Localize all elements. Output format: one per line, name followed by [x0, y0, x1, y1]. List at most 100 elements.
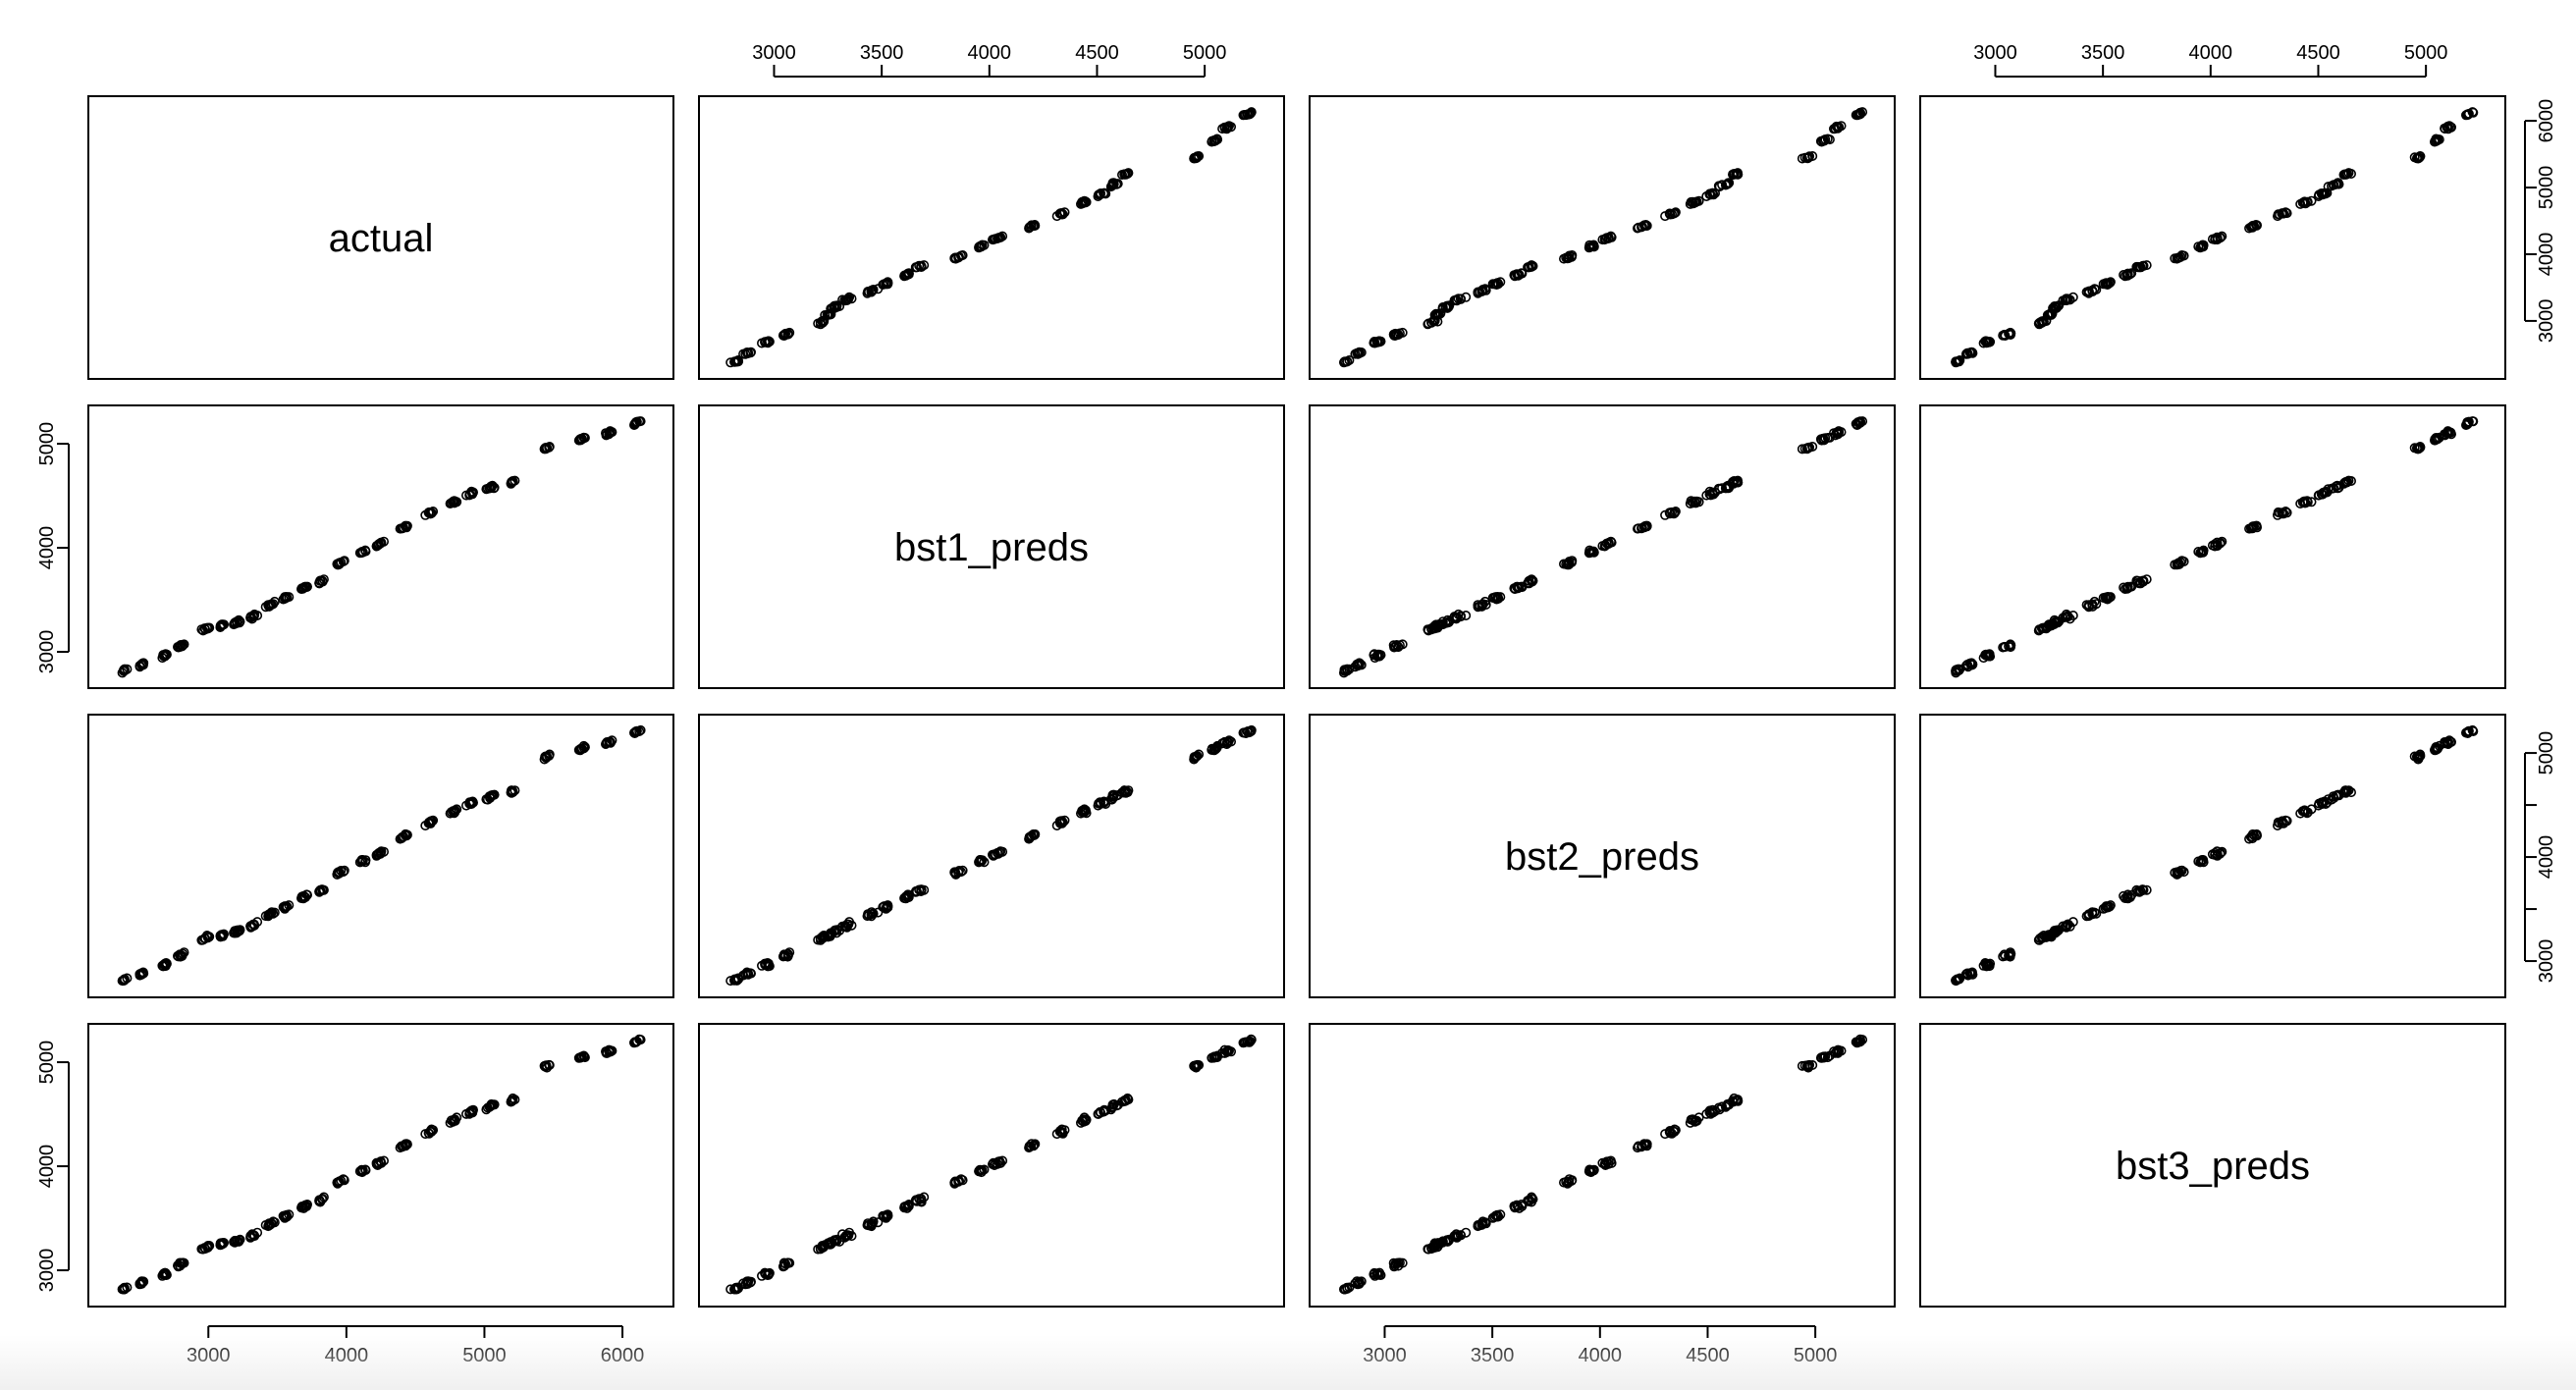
data-point — [1117, 787, 1128, 798]
data-point — [138, 968, 149, 979]
data-point — [843, 1230, 854, 1241]
data-point — [630, 1037, 641, 1047]
data-point — [782, 328, 793, 339]
data-point — [278, 901, 289, 912]
data-point — [2060, 922, 2070, 933]
data-point — [1219, 1044, 1230, 1055]
panel-frame — [1919, 1023, 2506, 1308]
data-point — [1026, 1139, 1037, 1149]
data-point — [284, 900, 295, 911]
data-point — [988, 1157, 998, 1168]
data-point — [1853, 417, 1864, 428]
data-point — [994, 1156, 1005, 1167]
data-point — [2317, 189, 2328, 200]
data-point — [1426, 317, 1437, 328]
data-point — [1733, 169, 1744, 180]
data-point — [2467, 107, 2478, 118]
data-point — [725, 1284, 736, 1295]
data-point — [2322, 187, 2333, 198]
right-axis-row-2: 3000 4000 5000 — [2524, 731, 2557, 983]
data-point — [1374, 651, 1385, 662]
data-point — [1476, 1219, 1487, 1230]
data-point — [338, 1174, 349, 1185]
data-point — [1107, 178, 1118, 188]
data-point — [2446, 429, 2457, 440]
data-point — [119, 1284, 130, 1295]
data-point — [1374, 1267, 1385, 1278]
data-point — [782, 1257, 793, 1268]
data-point — [1966, 968, 1977, 979]
data-point — [1527, 260, 1537, 271]
data-point — [318, 1192, 329, 1203]
tick-label: 6000 — [2536, 99, 2557, 143]
panel-frame — [1919, 404, 2506, 689]
data-point — [2302, 496, 2313, 507]
data-point — [1210, 744, 1221, 755]
data-point — [506, 787, 516, 798]
data-point — [1117, 1096, 1128, 1107]
data-point — [448, 497, 458, 508]
data-point — [1456, 294, 1467, 304]
data-point — [488, 483, 499, 494]
data-point — [2328, 483, 2338, 494]
data-point — [953, 1175, 964, 1186]
data-point — [245, 922, 256, 933]
data-point — [1210, 135, 1221, 146]
data-point — [1690, 197, 1700, 208]
data-point — [1585, 547, 1596, 558]
data-point — [232, 616, 242, 627]
data-point — [1437, 1237, 1448, 1248]
data-point — [1669, 1126, 1680, 1137]
data-point — [467, 797, 478, 808]
panel-actual-vs-bst1_preds — [698, 95, 1285, 380]
tick-label: 4000 — [2536, 233, 2557, 277]
data-point — [229, 1237, 240, 1248]
data-point — [919, 260, 930, 271]
panel-bst3_preds-vs-actual — [87, 1023, 674, 1308]
data-point — [1078, 197, 1089, 208]
data-point — [2446, 122, 2457, 133]
data-point — [763, 958, 774, 969]
data-point — [1055, 208, 1066, 219]
data-point — [760, 337, 771, 348]
diagonal-label-bst2_preds: bst2_preds — [1505, 835, 1699, 879]
data-point — [2175, 865, 2186, 876]
data-point — [740, 348, 751, 359]
data-point — [1853, 109, 1864, 120]
data-point — [883, 277, 893, 288]
data-point — [2340, 785, 2351, 796]
data-point — [138, 1276, 149, 1287]
data-point — [1450, 294, 1461, 305]
data-point — [867, 1218, 878, 1229]
data-point — [1660, 211, 1671, 222]
data-point — [866, 286, 877, 296]
data-point — [1664, 1127, 1675, 1138]
data-point — [878, 1210, 888, 1221]
data-point — [2198, 545, 2209, 556]
data-point — [1985, 958, 1996, 969]
tick-label: 5000 — [36, 1041, 58, 1085]
data-point — [2006, 948, 2016, 959]
data-point — [2000, 330, 2011, 341]
data-point — [1242, 726, 1253, 737]
data-point — [2210, 847, 2221, 858]
data-point — [2297, 197, 2308, 208]
data-point — [1107, 1099, 1118, 1110]
data-point — [899, 270, 910, 281]
data-point — [2210, 539, 2221, 550]
data-point — [2247, 831, 2258, 842]
panel-frame — [1919, 714, 2506, 998]
data-point — [1078, 1116, 1089, 1127]
data-point — [832, 1236, 842, 1247]
data-point — [2121, 892, 2132, 903]
data-point — [1634, 523, 1644, 534]
data-point — [178, 948, 188, 959]
data-point — [1077, 1115, 1088, 1126]
panel-actual-vs-bst2_preds — [1309, 95, 1896, 380]
data-point — [1723, 178, 1734, 188]
data-point — [1368, 1269, 1379, 1280]
data-point — [1820, 1051, 1831, 1062]
tick-label: 4000 — [2189, 42, 2233, 64]
data-point — [2252, 522, 2263, 533]
data-point — [630, 417, 641, 428]
